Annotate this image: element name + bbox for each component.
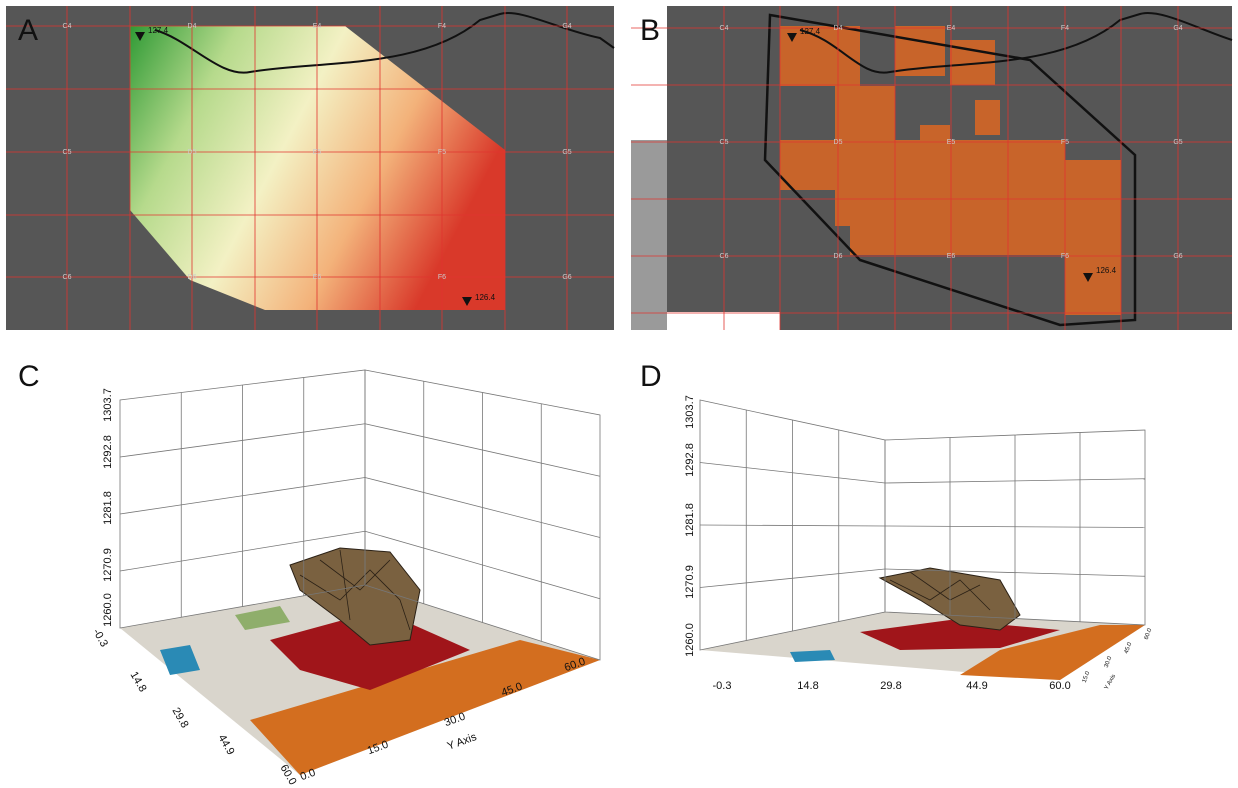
grid-label: D4 <box>188 23 197 30</box>
panel-b: C4 D4 E4 F4 G4 C5 D5 E5 F5 G5 C6 D6 E6 F6 G6 127.4 126.4… <box>631 6 1232 330</box>
area-block <box>1065 160 1121 315</box>
x-ticks-label: -0.3 <box>90 627 110 649</box>
grid-label: F4 <box>438 23 446 30</box>
point-label: 126.4 <box>1096 266 1117 275</box>
floor-zone <box>790 650 835 662</box>
wall-grid <box>700 525 885 526</box>
z-ticks-label: 1303.7 <box>684 395 696 429</box>
grid-label: E6 <box>313 274 322 281</box>
map-area <box>631 140 667 330</box>
y-ticks-label: 45.0 <box>1124 641 1134 655</box>
grid-label: E4 <box>313 23 322 30</box>
x-ticks-label: -0.3 <box>713 680 732 692</box>
panel-label: B <box>640 14 660 47</box>
x-ticks-label: 60.0 <box>1049 680 1070 692</box>
point-label: 127.4 <box>148 26 169 35</box>
grid-label: E6 <box>947 253 956 260</box>
grid-label: F5 <box>1061 139 1069 146</box>
z-ticks-label: 1260.0 <box>102 593 114 627</box>
grid-label: D4 <box>834 25 843 32</box>
grid-label: C4 <box>720 25 729 32</box>
grid-label: C6 <box>720 253 729 260</box>
z-ticks-label: 1270.9 <box>102 548 114 582</box>
area-block <box>780 140 835 190</box>
z-ticks-label: 1292.8 <box>684 443 696 477</box>
area-block <box>975 100 1000 135</box>
point-label: 127.4 <box>800 27 821 36</box>
grid-label: C5 <box>720 139 729 146</box>
grid-label: F6 <box>438 274 446 281</box>
z-ticks-label: 1260.0 <box>684 623 696 657</box>
grid-label: C5 <box>63 149 72 156</box>
map-area <box>667 312 780 330</box>
z-ticks-label: 1281.8 <box>102 491 114 525</box>
grid-label: C6 <box>63 274 72 281</box>
grid-label: G6 <box>562 274 571 281</box>
z-ticks-label: 1303.7 <box>102 388 114 422</box>
panel-label: A <box>18 14 38 47</box>
grid-label: C4 <box>63 23 72 30</box>
z-ticks-label: 1281.8 <box>684 503 696 537</box>
panel-label: D <box>640 360 662 393</box>
y-ticks-label: 15.0 <box>1082 670 1092 684</box>
grid-label: G5 <box>1173 139 1182 146</box>
figure: C4 D4 E4 F4 G4 C5 D5 E5 F5 G5 C6 D6 E6 F6 G6 127.4 126.4… <box>0 0 1238 788</box>
panel-c: C 1260.0 1270.9 1281.8 1292.8 1303.7 -0.3 14.8 2… <box>18 360 600 787</box>
x-ticks-label: 14.8 <box>128 670 149 695</box>
grid-label: D6 <box>834 253 843 260</box>
grid-label: D6 <box>188 274 197 281</box>
area-block <box>850 200 895 255</box>
axis-title: Y Axis <box>446 731 479 753</box>
page: C4 D4 E4 F4 G4 C5 D5 E5 F5 G5 C6 D6 E6 F6 G6 127.4 126.4… <box>0 0 1238 788</box>
grid-label: F4 <box>1061 25 1069 32</box>
area-block <box>895 140 1065 255</box>
grid-label: G5 <box>562 149 571 156</box>
axis-title: Y Axis <box>1104 674 1117 691</box>
z-ticks-label: 1292.8 <box>102 435 114 469</box>
grid-label: E5 <box>947 139 956 146</box>
y-ticks-label: 60.0 <box>1144 627 1154 641</box>
grid-label: E5 <box>313 149 322 156</box>
grid-label: G6 <box>1173 253 1182 260</box>
z-ticks-label: 1270.9 <box>684 565 696 599</box>
grid-label: D5 <box>834 139 843 146</box>
grid-label: G4 <box>562 23 571 30</box>
x-ticks-label: 44.9 <box>966 680 987 692</box>
panel-label: C <box>18 360 40 393</box>
panel-d: D 1260.0 1270.9 1281.8 1292.8 1303.7 -0.3 14.8 2… <box>640 360 1154 692</box>
grid-label: F6 <box>1061 253 1069 260</box>
grid-label: G4 <box>1173 25 1182 32</box>
point-label: 126.4 <box>475 293 496 302</box>
x-ticks-label: 14.8 <box>797 680 818 692</box>
x-ticks-label: 29.8 <box>880 680 901 692</box>
grid-label: E4 <box>947 25 956 32</box>
grid-label: F5 <box>438 149 446 156</box>
y-ticks-label: 30.0 <box>1104 655 1114 669</box>
panel-a: C4 D4 E4 F4 G4 C5 D5 E5 F5 G5 C6 D6 E6 F6 G6 127.4 126.4… <box>6 6 614 330</box>
grid-label: D5 <box>188 149 197 156</box>
x-ticks-label: 29.8 <box>170 706 191 731</box>
x-ticks-label: 44.9 <box>216 733 237 758</box>
